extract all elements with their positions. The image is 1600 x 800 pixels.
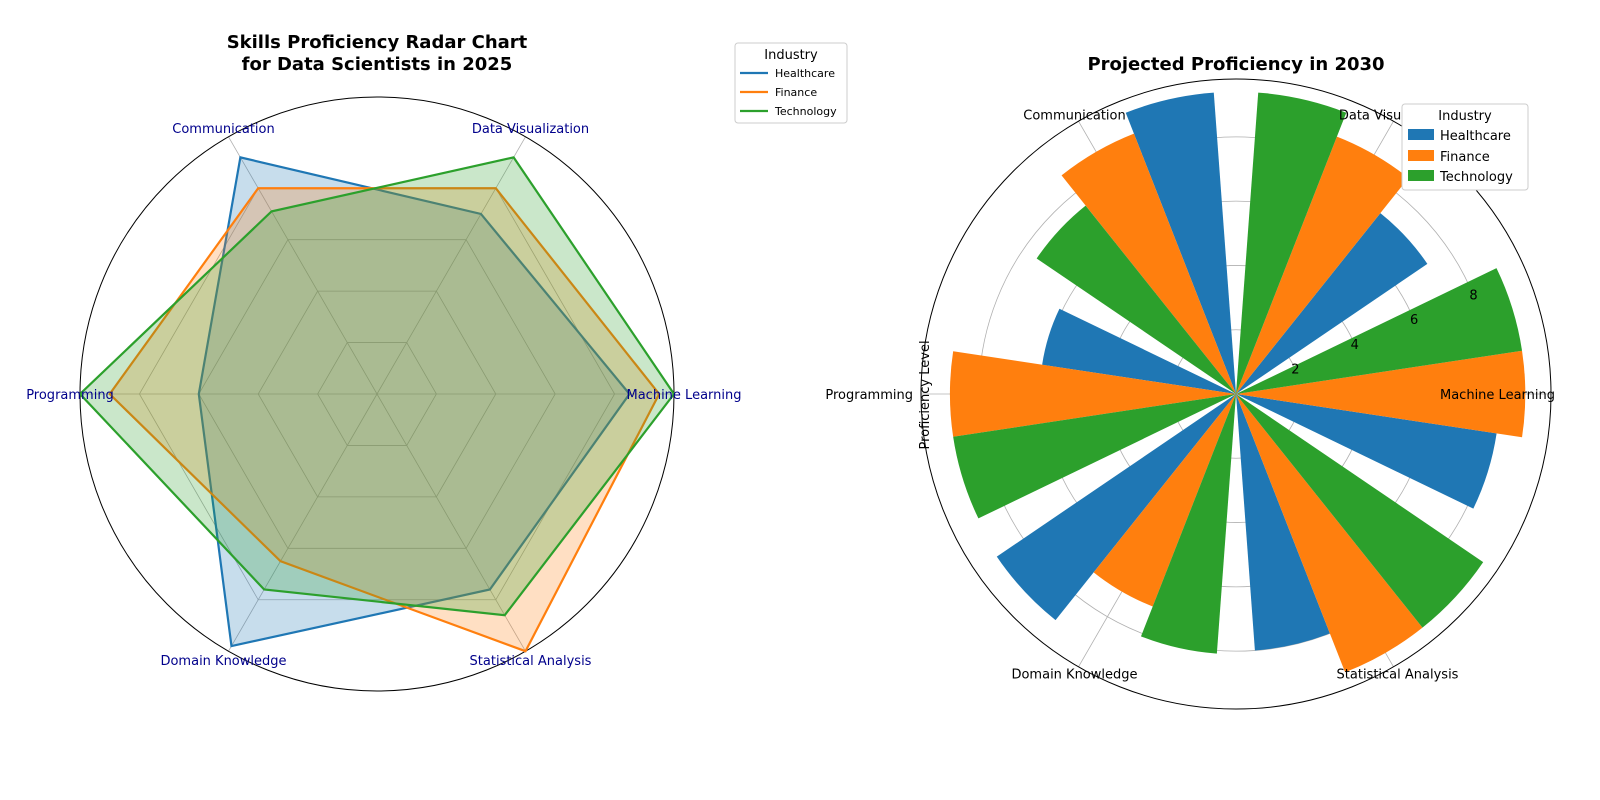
- polar-category-label-machine-learning: Machine Learning: [1440, 388, 1555, 403]
- polar-bar-healthcare-programming: [1042, 308, 1236, 394]
- radar-category-labels: Machine Learning Data Visualization Commun…: [26, 122, 741, 669]
- radar-category-label-communication: Communication: [172, 122, 274, 137]
- polar-bar-finance-programming: [949, 351, 1236, 437]
- polar-category-label-statistical-analysis: Statistical Analysis: [1337, 668, 1459, 683]
- polar-bar-technology-programming: [953, 394, 1236, 519]
- polar-bar-healthcare-domain-knowledge: [996, 394, 1236, 621]
- radar-chart: Skills Proficiency Radar Chart for Data …: [26, 32, 742, 692]
- polar-legend-swatch-healthcare: [1408, 129, 1434, 140]
- radar-grid-spoke: [228, 393, 378, 652]
- radar-legend-label-technology: Technology: [774, 105, 837, 118]
- radar-grid-spoke: [376, 136, 526, 395]
- polar-bar-healthcare-machine-learning: [1236, 394, 1497, 509]
- polar-legend-label-healthcare: Healthcare: [1440, 129, 1511, 144]
- radar-series-technology: [78, 156, 676, 617]
- polar-bars: [949, 92, 1526, 673]
- radar-legend-frame: [734, 42, 848, 124]
- polar-ylabel: Proficiency Level: [918, 340, 933, 449]
- radar-legend-title: Industry: [764, 48, 818, 63]
- polar-frame: [920, 78, 1552, 710]
- radar-legend-label-healthcare: Healthcare: [775, 67, 835, 80]
- radar-category-label-data-visualization: Data Visualization: [472, 122, 589, 137]
- radar-category-label-domain-knowledge: Domain Knowledge: [160, 654, 286, 669]
- polar-bar-finance-data-visualization: [1236, 136, 1409, 394]
- polar-legend-label-technology: Technology: [1439, 170, 1513, 185]
- radar-category-label-programming: Programming: [26, 388, 114, 403]
- polar-legend-frame: [1401, 103, 1529, 191]
- polar-category-label-programming: Programming: [825, 388, 913, 403]
- polar-bar-healthcare-communication: [1125, 92, 1236, 394]
- radar-category-label-statistical-analysis: Statistical Analysis: [470, 654, 592, 669]
- radar-series-healthcare: [197, 156, 631, 648]
- polar-radial-tick-8: 8: [1469, 289, 1477, 304]
- polar-radial-tick-6: 6: [1410, 313, 1418, 328]
- radar-grid-spoke: [228, 136, 378, 395]
- polar-bar-chart: Projected Proficiency in 2030 Proficienc…: [825, 54, 1555, 710]
- polar-bar-finance-domain-knowledge: [1093, 394, 1236, 607]
- radar-legend: Industry Healthcare Finance Technology: [734, 42, 848, 124]
- polar-legend-title: Industry: [1438, 109, 1492, 124]
- radar-legend-label-finance: Finance: [775, 86, 817, 99]
- radar-series-finance: [108, 187, 661, 653]
- polar-bar-technology-data-visualization: [1236, 92, 1347, 394]
- polar-bar-healthcare-data-visualization: [1236, 213, 1428, 394]
- polar-legend-label-finance: Finance: [1440, 150, 1490, 165]
- polar-bar-finance-statistical-analysis: [1236, 394, 1423, 673]
- polar-bar-finance-machine-learning: [1236, 350, 1526, 438]
- polar-bar-technology-domain-knowledge: [1140, 394, 1236, 654]
- polar-category-label-domain-knowledge: Domain Knowledge: [1011, 668, 1137, 683]
- polar-bar-technology-machine-learning: [1236, 268, 1523, 394]
- polar-title: Projected Proficiency in 2030: [1087, 54, 1384, 75]
- polar-radial-ticks: 2 4 6 8: [1291, 289, 1477, 378]
- polar-bar-technology-communication: [1036, 205, 1236, 394]
- polar-bar-finance-communication: [1061, 133, 1236, 395]
- polar-legend-swatch-finance: [1408, 150, 1434, 161]
- radar-series: [78, 156, 676, 653]
- radar-grid-spoke: [376, 393, 526, 652]
- radar-title-line-1: Skills Proficiency Radar Chart: [227, 32, 528, 53]
- polar-legend: Industry Healthcare Finance Technology: [1401, 103, 1529, 191]
- polar-bar-healthcare-statistical-analysis: [1236, 394, 1330, 651]
- polar-radial-tick-4: 4: [1351, 338, 1359, 353]
- polar-radial-tick-2: 2: [1291, 362, 1299, 377]
- radar-category-label-machine-learning: Machine Learning: [627, 388, 742, 403]
- polar-bar-technology-statistical-analysis: [1236, 394, 1484, 628]
- polar-outer-frame: [920, 78, 1552, 710]
- radar-title-line-2: for Data Scientists in 2025: [242, 54, 513, 75]
- polar-category-label-communication: Communication: [1023, 108, 1125, 123]
- polar-legend-swatch-technology: [1408, 170, 1434, 181]
